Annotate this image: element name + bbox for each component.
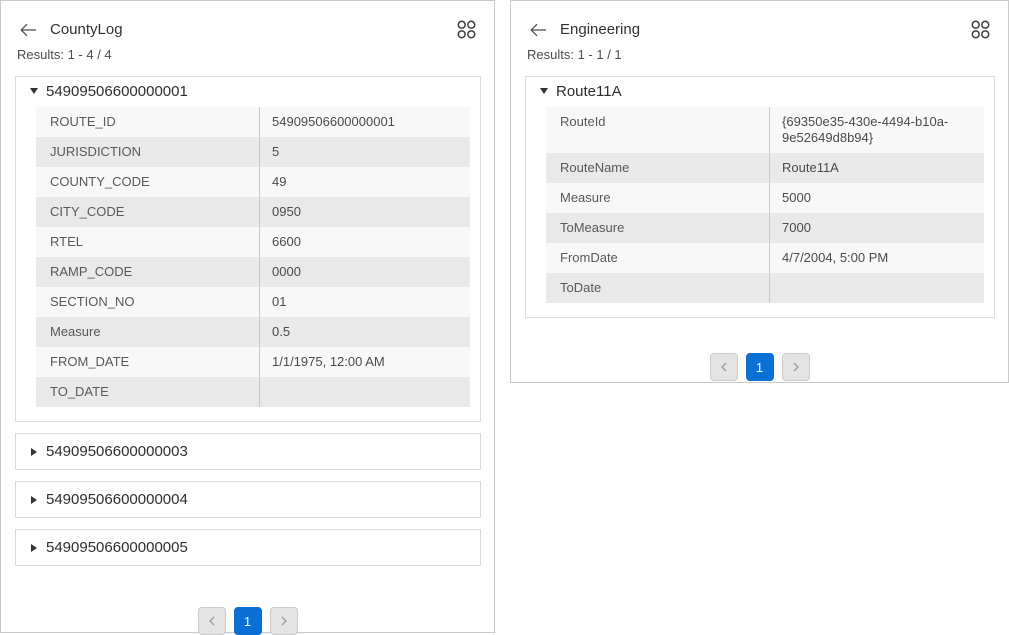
attribute-label: ROUTE_ID (36, 107, 260, 137)
attribute-label: ToDate (546, 273, 770, 303)
engineering-panel: Engineering Results: 1 - 1 / 1 Route11A … (510, 0, 1009, 383)
attribute-label: JURISDICTION (36, 137, 260, 167)
table-row: CITY_CODE 0950 (36, 197, 470, 227)
results-count: Results: 1 - 4 / 4 (17, 47, 112, 62)
table-row: ToMeasure 7000 (546, 213, 984, 243)
attribute-table: ROUTE_ID 54909506600000001 JURISDICTION … (36, 107, 470, 407)
table-row: COUNTY_CODE 49 (36, 167, 470, 197)
next-page-button[interactable] (269, 607, 298, 635)
attribute-label: FromDate (546, 243, 770, 273)
chevron-right-icon (280, 616, 288, 626)
attribute-table: RouteId {69350e35-430e-4494-b10a-9e52649… (546, 107, 984, 303)
current-page-button[interactable]: 1 (745, 353, 774, 381)
table-row: TO_DATE (36, 377, 470, 407)
attribute-value: 0000 (272, 264, 301, 279)
feature-card-expanded: Route11A RouteId {69350e35-430e-4494-b10… (525, 76, 995, 318)
four-circles-grid-icon (970, 19, 991, 40)
attribute-value (770, 273, 984, 303)
attribute-label: CITY_CODE (36, 197, 260, 227)
feature-title: 54909506600000004 (46, 491, 188, 508)
chevron-left-icon (720, 362, 728, 372)
table-row: ToDate (546, 273, 984, 303)
panel-header: Engineering (511, 1, 1008, 39)
chevron-right-icon (792, 362, 800, 372)
feature-card-collapsed[interactable]: 54909506600000003 (15, 433, 481, 470)
prev-page-button[interactable] (709, 353, 738, 381)
table-row: RTEL 6600 (36, 227, 470, 257)
current-page-button[interactable]: 1 (233, 607, 262, 635)
pagination: 1 (511, 353, 1008, 381)
attribute-label: Measure (36, 317, 260, 347)
attribute-value: {69350e35-430e-4494-b10a-9e52649d8b94} (782, 114, 949, 145)
attribute-label: RTEL (36, 227, 260, 257)
feature-grid-button[interactable] (454, 18, 478, 42)
feature-toggle-header[interactable]: 54909506600000001 (16, 77, 480, 105)
attribute-value: 5000 (782, 190, 811, 205)
table-row: JURISDICTION 5 (36, 137, 470, 167)
attribute-label: SECTION_NO (36, 287, 260, 317)
countylog-panel: CountyLog Results: 1 - 4 / 4 54909506600… (0, 0, 495, 635)
attribute-value (260, 377, 470, 407)
attribute-value: 6600 (272, 234, 301, 249)
attribute-value: 1/1/1975, 12:00 AM (272, 354, 385, 369)
feature-title: 54909506600000001 (46, 82, 188, 100)
prev-page-button[interactable] (197, 607, 226, 635)
caret-right-icon (31, 543, 37, 552)
table-row: RAMP_CODE 0000 (36, 257, 470, 287)
table-row: Measure 5000 (546, 183, 984, 213)
attribute-label: FROM_DATE (36, 347, 260, 377)
attribute-label: RouteName (546, 153, 770, 183)
chevron-left-icon (208, 616, 216, 626)
attribute-value: 49 (272, 174, 287, 189)
results-count: Results: 1 - 1 / 1 (527, 47, 622, 62)
attribute-value: 4/7/2004, 5:00 PM (782, 250, 889, 265)
caret-down-icon (30, 88, 38, 94)
table-row: Measure 0.5 (36, 317, 470, 347)
four-circles-grid-icon (456, 19, 477, 40)
next-page-button[interactable] (781, 353, 810, 381)
table-row: RouteId {69350e35-430e-4494-b10a-9e52649… (546, 107, 984, 153)
attribute-value: 01 (272, 294, 287, 309)
attribute-label: TO_DATE (36, 377, 260, 407)
table-row: FROM_DATE 1/1/1975, 12:00 AM (36, 347, 470, 377)
attribute-value: 54909506600000001 (272, 114, 395, 129)
feature-toggle-header[interactable]: Route11A (526, 77, 994, 105)
attribute-value: Route11A (782, 160, 839, 175)
panel-title: Engineering (560, 21, 641, 38)
feature-card-expanded: 54909506600000001 ROUTE_ID 5490950660000… (15, 76, 481, 422)
feature-grid-button[interactable] (968, 18, 992, 42)
table-row: ROUTE_ID 54909506600000001 (36, 107, 470, 137)
feature-card-collapsed[interactable]: 54909506600000005 (15, 529, 481, 566)
attribute-label: RouteId (546, 107, 770, 153)
caret-down-icon (540, 88, 548, 94)
back-button[interactable] (19, 21, 37, 39)
panel-title: CountyLog (50, 21, 123, 38)
attribute-value: 7000 (782, 220, 811, 235)
arrow-left-icon (529, 23, 547, 37)
attribute-value: 0.5 (272, 324, 291, 339)
panel-header: CountyLog (1, 1, 494, 39)
table-row: RouteName Route11A (546, 153, 984, 183)
table-row: SECTION_NO 01 (36, 287, 470, 317)
attribute-label: Measure (546, 183, 770, 213)
attribute-label: COUNTY_CODE (36, 167, 260, 197)
feature-title: 54909506600000003 (46, 443, 188, 460)
caret-right-icon (31, 495, 37, 504)
attribute-value: 0950 (272, 204, 301, 219)
pagination: 1 (1, 607, 494, 635)
collapsed-feature-list: 54909506600000003 54909506600000004 5490… (1, 433, 494, 566)
back-button[interactable] (529, 21, 547, 39)
feature-card-collapsed[interactable]: 54909506600000004 (15, 481, 481, 518)
feature-title: Route11A (556, 82, 622, 100)
attribute-label: RAMP_CODE (36, 257, 260, 287)
attribute-label: ToMeasure (546, 213, 770, 243)
attribute-value: 5 (272, 144, 280, 159)
feature-title: 54909506600000005 (46, 539, 188, 556)
table-row: FromDate 4/7/2004, 5:00 PM (546, 243, 984, 273)
caret-right-icon (31, 447, 37, 456)
arrow-left-icon (19, 23, 37, 37)
